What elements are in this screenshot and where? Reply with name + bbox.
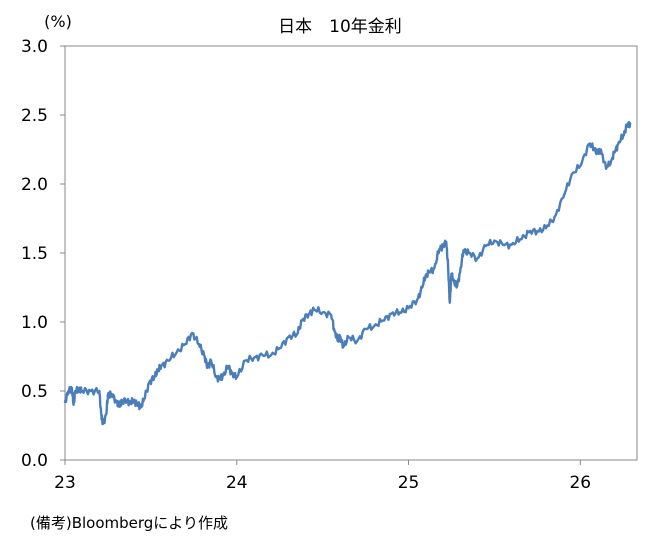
plot-area [64,45,638,461]
chart-title: 日本 10年金利 [278,17,402,37]
x-tick-label: 25 [398,473,420,493]
yield-series-line [63,120,632,426]
y-tick-label: 2.0 [21,175,48,195]
y-unit-label: (%) [44,12,72,31]
source-note: (備考)Bloombergにより作成 [30,514,229,532]
y-tick-label: 0.5 [21,382,48,402]
x-tick-label: 26 [569,473,591,493]
y-axis: 3.0 2.5 2.0 1.5 1.0 0.5 0.0 [21,37,65,471]
x-tick-label: 24 [226,473,248,493]
y-tick-label: 1.0 [21,313,48,333]
y-tick-label: 0.0 [21,451,48,471]
y-tick-label: 2.5 [21,106,48,126]
x-tick-label: 23 [54,473,76,493]
x-axis: 23 24 25 26 [54,460,591,493]
y-tick-label: 3.0 [21,37,48,57]
y-tick-label: 1.5 [21,244,48,264]
